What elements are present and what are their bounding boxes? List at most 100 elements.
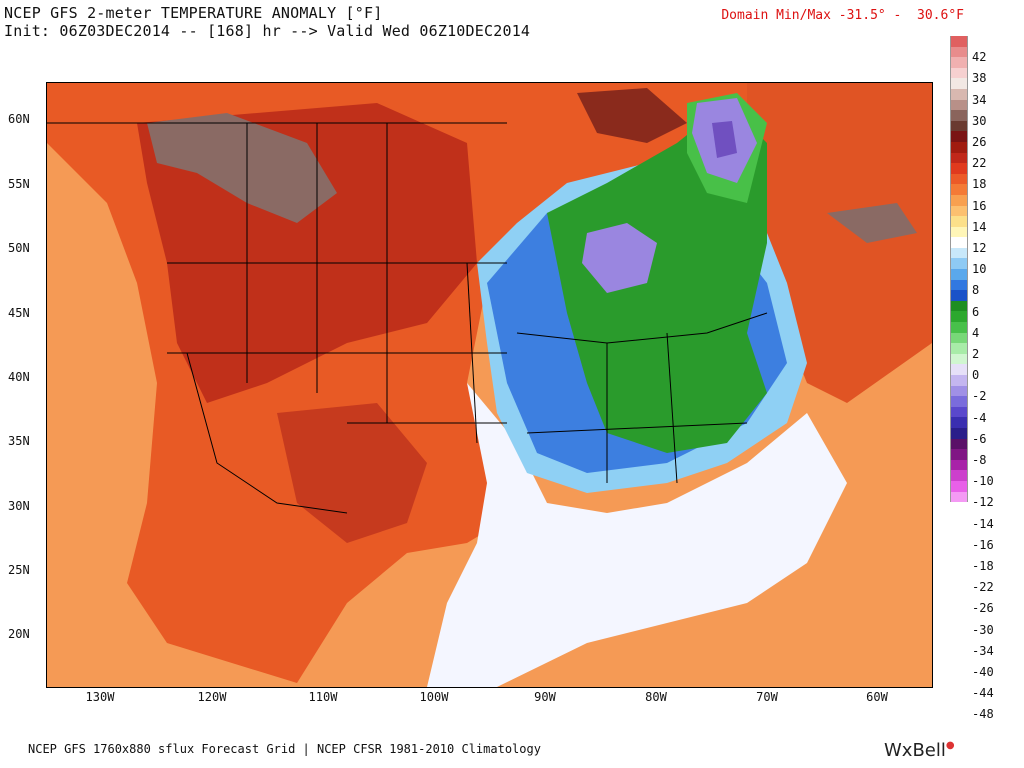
color-scale-label: 16 bbox=[972, 198, 987, 213]
color-scale-label: -44 bbox=[972, 686, 994, 701]
color-scale-cell bbox=[950, 311, 968, 323]
east-extreme-patch bbox=[827, 203, 917, 243]
lat-label: 50N bbox=[8, 241, 30, 255]
color-scale-cell bbox=[950, 480, 968, 492]
brand-name: WxBell bbox=[884, 740, 946, 761]
color-scale-label: -48 bbox=[972, 707, 994, 722]
source-footer: NCEP GFS 1760x880 sflux Forecast Grid | … bbox=[28, 742, 541, 756]
lon-label: 110W bbox=[308, 690, 338, 704]
color-scale-label: 34 bbox=[972, 92, 987, 107]
color-scale-cell bbox=[950, 269, 968, 280]
lat-label: 20N bbox=[8, 627, 30, 641]
map-title: NCEP GFS 2-meter TEMPERATURE ANOMALY [°F… bbox=[4, 4, 530, 40]
lat-label: 45N bbox=[8, 306, 30, 320]
color-scale-cell bbox=[950, 194, 968, 206]
color-scale-label: -12 bbox=[972, 495, 994, 510]
color-scale-cell bbox=[950, 290, 968, 301]
color-scale-cell bbox=[950, 110, 968, 121]
color-scale-label: -14 bbox=[972, 516, 994, 531]
color-scale-cell bbox=[950, 438, 968, 450]
lat-label: 55N bbox=[8, 177, 30, 191]
lon-label: 100W bbox=[419, 690, 449, 704]
color-scale-label: 38 bbox=[972, 71, 987, 86]
color-scale-label: -8 bbox=[972, 453, 987, 467]
color-scale-label: 2 bbox=[972, 347, 980, 361]
color-scale-cell bbox=[950, 449, 968, 460]
color-scale-cell bbox=[950, 258, 968, 270]
color-scale-cell bbox=[950, 491, 968, 503]
color-scale-cell bbox=[950, 470, 968, 481]
color-scale-label: 26 bbox=[972, 135, 987, 149]
color-scale-label: -10 bbox=[972, 474, 994, 489]
color-scale-label: -18 bbox=[972, 559, 994, 573]
brand-dot-icon: ● bbox=[945, 740, 955, 751]
color-scale-cell bbox=[950, 300, 968, 312]
color-scale-label: -2 bbox=[972, 389, 987, 404]
color-scale-label: -22 bbox=[972, 580, 994, 595]
color-scale-label: 6 bbox=[972, 304, 980, 319]
color-scale-label: 4 bbox=[972, 325, 980, 340]
color-scale-cell bbox=[950, 279, 968, 291]
color-scale-label: -30 bbox=[972, 622, 994, 637]
color-scale-label: 8 bbox=[972, 283, 980, 298]
color-scale-cell bbox=[950, 120, 968, 132]
anomaly-map bbox=[46, 82, 933, 688]
color-scale-label: 18 bbox=[972, 177, 987, 192]
color-scale-label: 30 bbox=[972, 113, 987, 128]
color-scale-cell bbox=[950, 184, 968, 195]
color-scale-cell bbox=[950, 396, 968, 407]
color-scale-cell bbox=[950, 364, 968, 375]
color-scale-cell bbox=[950, 205, 968, 217]
color-scale-cell bbox=[950, 385, 968, 397]
brand-logo: WxBell● bbox=[884, 740, 955, 761]
color-scale-bar bbox=[950, 36, 968, 503]
color-scale-cell bbox=[950, 247, 968, 259]
color-scale-cell bbox=[950, 57, 968, 68]
very-cold-region-west bbox=[582, 223, 657, 293]
coldest-region bbox=[712, 121, 737, 158]
color-scale-cell bbox=[950, 67, 968, 79]
color-scale-label: 14 bbox=[972, 219, 987, 234]
lon-label: 120W bbox=[197, 690, 227, 704]
neutral-region bbox=[427, 383, 847, 687]
lat-label: 25N bbox=[8, 563, 30, 577]
color-scale-cell bbox=[950, 343, 968, 354]
color-scale-label: 12 bbox=[972, 241, 987, 255]
color-scale-label: 10 bbox=[972, 262, 987, 277]
color-scale-label: -40 bbox=[972, 665, 994, 679]
lat-label: 35N bbox=[8, 434, 30, 448]
hot-region-north bbox=[577, 88, 687, 143]
lon-label: 130W bbox=[85, 690, 115, 704]
color-scale-label: -26 bbox=[972, 601, 994, 616]
color-scale-cell bbox=[950, 427, 968, 439]
color-scale-cell bbox=[950, 226, 968, 238]
lat-label: 60N bbox=[8, 112, 30, 126]
color-scale-cell bbox=[950, 99, 968, 111]
lon-label: 70W bbox=[756, 690, 778, 704]
color-scale-cell bbox=[950, 417, 968, 428]
boundary-lines bbox=[47, 122, 768, 514]
color-scale-label: -34 bbox=[972, 643, 994, 658]
color-scale-label: 42 bbox=[972, 50, 987, 65]
color-scale-cell bbox=[950, 163, 968, 174]
color-scale-cell bbox=[950, 131, 968, 142]
color-scale-cell bbox=[950, 141, 968, 153]
color-scale-label: 0 bbox=[972, 368, 980, 383]
color-scale-label: -16 bbox=[972, 537, 994, 552]
color-scale-cell bbox=[950, 322, 968, 333]
color-scale-cell bbox=[950, 237, 968, 248]
color-scale-cell bbox=[950, 46, 968, 58]
color-scale-label: -6 bbox=[972, 431, 987, 446]
color-scale-cell bbox=[950, 78, 968, 89]
lon-label: 60W bbox=[866, 690, 888, 704]
color-scale-cell bbox=[950, 88, 968, 100]
color-scale-cell bbox=[950, 36, 968, 47]
color-scale-cell bbox=[950, 152, 968, 164]
lat-label: 30N bbox=[8, 499, 30, 513]
color-scale-cell bbox=[950, 332, 968, 344]
color-scale-cell bbox=[950, 173, 968, 185]
domain-minmax: Domain Min/Max -31.5° - 30.6°F bbox=[721, 8, 964, 23]
lat-label: 40N bbox=[8, 370, 30, 384]
color-scale-label: 22 bbox=[972, 156, 987, 171]
color-scale-cell bbox=[950, 406, 968, 418]
